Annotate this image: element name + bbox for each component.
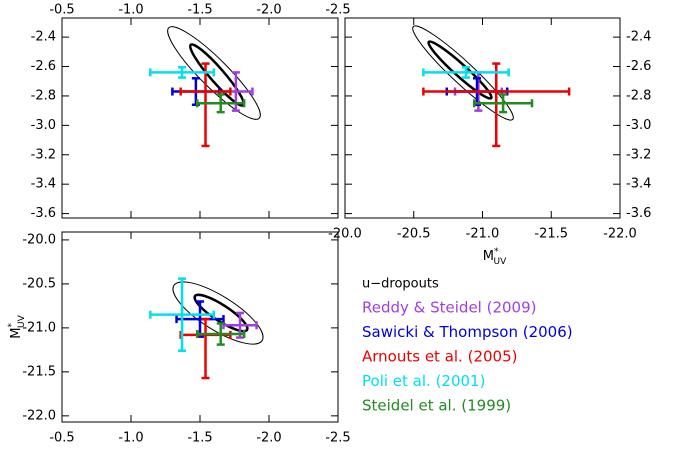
legend-entry: Sawicki & Thompson (2006): [362, 323, 573, 341]
legend-title: u−dropouts: [362, 277, 439, 292]
y-tick-label: -3.2: [626, 147, 651, 162]
x-tick-label: -1.5: [187, 431, 212, 446]
y-axis-label: M*UV: [7, 314, 27, 338]
legend-entry: Steidel et al. (1999): [362, 397, 511, 415]
contours: [167, 25, 514, 345]
label-sub: UV: [493, 257, 507, 267]
legend-entry: Reddy & Steidel (2009): [362, 299, 537, 317]
label-sup: *: [7, 323, 17, 328]
y-tick-label: -3.2: [31, 147, 56, 162]
y-tick-label: -3.6: [626, 206, 651, 221]
y-tick-label: -21.0: [22, 320, 56, 335]
y-tick-label: -20.0: [22, 232, 56, 247]
x-tick-label: -20.5: [397, 227, 431, 242]
x-tick-label: -0.5: [49, 3, 74, 18]
y-tick-label: -3.0: [31, 118, 56, 133]
x-tick-label: -0.5: [49, 431, 74, 446]
y-tick-label: -2.4: [31, 30, 56, 45]
x-tick-label: -20.0: [328, 227, 362, 242]
label-base: M: [9, 328, 24, 339]
y-tick-label: -2.4: [626, 30, 651, 45]
contour-inner: [427, 40, 493, 100]
legend: u−dropouts Reddy & Steidel (2009) Sawicki …: [362, 277, 573, 415]
x-tick-label: -2.0: [256, 431, 281, 446]
x-tick-label: -2.0: [256, 3, 281, 18]
panel: -0.5 -1.0 -1.5 -2.0 -2.5 -20.0 -20.5 -21.0 -21.5…: [7, 231, 351, 446]
y-tick-label: -3.4: [626, 177, 651, 192]
label-sup: *: [494, 247, 499, 257]
y-tick-label: -2.8: [31, 88, 56, 103]
contour-outer: [172, 281, 264, 345]
y-tick-label: -3.4: [31, 177, 56, 192]
contour-outer: [167, 26, 261, 120]
x-tick-label: -2.5: [325, 431, 350, 446]
plot-frame: [344, 17, 621, 219]
x-tick-label: -1.0: [118, 431, 143, 446]
x-tick-label: -1.0: [118, 3, 143, 18]
y-tick-label: -3.0: [626, 118, 651, 133]
y-tick-label: -3.6: [31, 206, 56, 221]
contour-outer: [412, 25, 514, 121]
x-tick-label: -21.0: [466, 227, 500, 242]
y-tick-label: -21.5: [22, 364, 56, 379]
x-tick-label: -1.5: [187, 3, 212, 18]
x-tick-label: -2.5: [325, 3, 350, 18]
panel: -20.0 -20.5 -21.0 -21.5 -22.0 -2.4 -2.6 -2.8 -3.…: [328, 17, 651, 267]
y-tick-label: -2.6: [31, 59, 56, 74]
y-tick-label: -2.6: [626, 59, 651, 74]
x-axis-label: M* UV: [483, 247, 507, 267]
y-tick-label: -2.8: [626, 88, 651, 103]
legend-entry: Arnouts et al. (2005): [362, 348, 517, 366]
label-sub: UV: [17, 314, 27, 328]
y-tick-label: -20.5: [22, 276, 56, 291]
y-tick-label: -22.0: [22, 408, 56, 423]
x-tick-label: -22.0: [603, 227, 637, 242]
legend-entry: Poli et al. (2001): [362, 372, 485, 390]
panel: -0.5 -1.0 -1.5 -2.0 -2.5 -2.4 -2.6 -2.8 -3.0 -3.2…: [31, 3, 351, 222]
x-tick-label: -21.5: [534, 227, 568, 242]
label-base: M: [483, 249, 494, 264]
